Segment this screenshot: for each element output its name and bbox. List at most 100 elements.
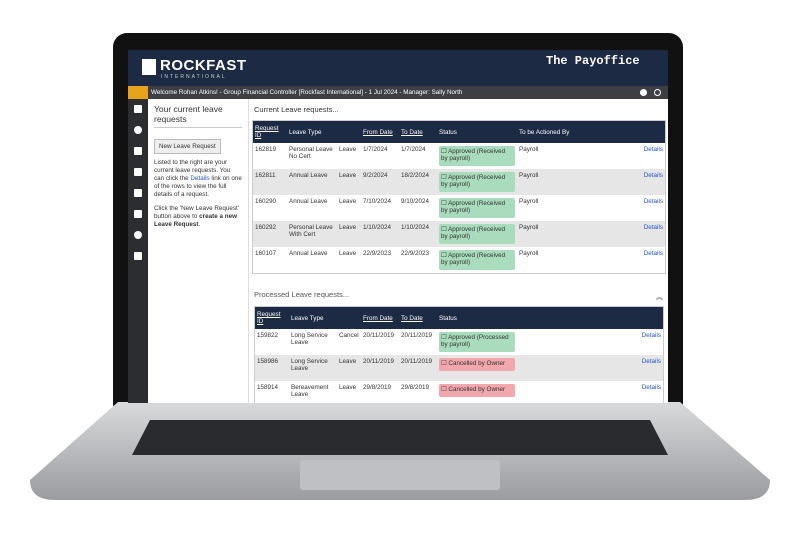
cell: Annual Leave [287,195,337,221]
new-leave-button[interactable]: New Leave Request [154,139,221,154]
cell-text: 20/11/2019 [363,358,395,365]
user-icon[interactable] [654,89,661,96]
cell: 160107 [253,247,287,273]
cell: 20/11/2019 [399,355,437,381]
help-text: Listed to the right are your current lea… [154,159,242,199]
header-cell[interactable]: To Date [399,307,437,329]
cell: ☐ Approved (Received by payroll) [437,247,517,273]
cell: Payroll [517,143,591,169]
cell: 29/8/2019 [399,381,437,403]
details-link[interactable]: Details [643,172,663,179]
cell-text: Cancel [339,332,359,339]
header-cell[interactable]: From Date [361,121,399,143]
cell-text: 162819 [255,146,277,153]
details-link[interactable]: Details [643,146,663,153]
menu-button[interactable] [128,86,148,99]
cell-text: Annual Leave [289,172,328,179]
status-text: Approved (Processed by payroll) [441,334,509,348]
cell-text: Leave [339,146,357,153]
cell: 1/10/2024 [399,221,437,247]
cell-text: Personal Leave With Cert [289,224,333,238]
cell-text: Leave [339,198,357,205]
cell-text: 160292 [255,224,277,231]
cell: 1/7/2024 [361,143,399,169]
nav-icon[interactable] [134,189,142,197]
row: 162819 Personal Leave No Cert Leave 1/7/202… [253,143,665,169]
header-cell: Leave Type [289,307,337,329]
nav-icon[interactable] [134,105,142,113]
status-text: Approved (Received by payroll) [441,200,506,214]
header-cell[interactable]: From Date [361,307,399,329]
cell: Cancel [337,329,361,355]
help: Listed to the right are your current lea… [154,159,231,182]
cell: 158914 [255,381,289,403]
cell-text: Leave [339,384,357,391]
cell: 29/8/2019 [361,381,399,403]
logo: ROCKFAST [160,57,247,74]
status: ☐ Approved (Received by payroll) [439,224,515,244]
help: link on one of the rows to view the full… [154,175,242,198]
header-row: Request ID Leave Type From Date To Date Stat… [253,121,665,143]
status-text: Cancelled by Owner [448,386,506,393]
settings-icon[interactable] [640,89,647,96]
logo-mark [142,59,156,75]
details-link[interactable]: Details [641,332,661,339]
cell-text: 1/10/2024 [363,224,392,231]
cell: Annual Leave [287,247,337,273]
header-cell[interactable]: Request ID [253,121,287,143]
status-text: Approved (Received by payroll) [441,226,506,240]
cell-text: Leave [339,358,357,365]
cell: 160290 [253,195,287,221]
cell-text: Payroll [519,250,539,257]
nav-icon[interactable] [134,168,142,176]
details-link[interactable]: Details [643,224,663,231]
cell-text: 9/10/2024 [401,198,430,205]
cell: 9/2/2024 [361,169,399,195]
cell-text: Payroll [519,146,539,153]
nav-icon[interactable] [134,210,142,218]
header-cell [591,121,665,143]
header-cell[interactable]: Request ID [255,307,289,329]
details-link[interactable]: Details [641,358,661,365]
nav-icon[interactable] [134,231,142,239]
collapse-icon[interactable]: ︽ [656,294,663,301]
cell: 20/11/2019 [399,329,437,355]
row: 160292 Personal Leave With Cert Leave 1/10/… [253,221,665,247]
details-link[interactable]: Details [643,250,663,257]
status-check: ☐ [441,226,449,233]
cell: 20/11/2019 [361,355,399,381]
keyboard [132,420,668,455]
nav-icon[interactable] [134,147,142,155]
row: 159822 Long Service Leave Cancel 20/11/2019… [255,329,663,355]
status-text: Approved (Received by payroll) [441,174,506,188]
nav-icon[interactable] [134,126,142,134]
cell-text: 29/8/2019 [401,384,430,391]
section-title: Processed Leave requests... [254,290,350,299]
cell: ☐ Approved (Received by payroll) [437,221,517,247]
details-link[interactable]: Details [643,198,663,205]
current-table: Request ID Leave Type From Date To Date Stat… [252,120,666,274]
left-panel: Your current leave requests New Leave Re… [148,99,249,403]
header-cell[interactable]: To Date [399,121,437,143]
cell: Details [591,247,665,273]
top-bar: Welcome Rohan Atkins! - Group Financial … [128,86,668,99]
cell-text: Personal Leave No Cert [289,146,333,160]
cell: ☐ Cancelled by Owner [437,355,517,381]
welcome: Welcome Rohan Atkins! - Group Financial … [151,89,463,96]
help-bold: create a new Leave Request [154,213,237,228]
cell-text: Annual Leave [289,198,328,205]
help-link[interactable]: Details [190,175,210,182]
status-check: ☐ [441,148,449,155]
cell: 20/11/2019 [361,329,399,355]
header-cell: To be Actioned By [517,121,591,143]
trackpad [300,460,500,490]
cell: Leave [337,381,361,403]
nav-icon[interactable] [134,252,142,260]
cell-text: 158986 [257,358,279,365]
cell: 22/9/2023 [361,247,399,273]
cell: Leave [337,221,361,247]
details-link[interactable]: Details [641,384,661,391]
icon-sidebar [128,99,148,403]
cell: Details [517,381,663,403]
